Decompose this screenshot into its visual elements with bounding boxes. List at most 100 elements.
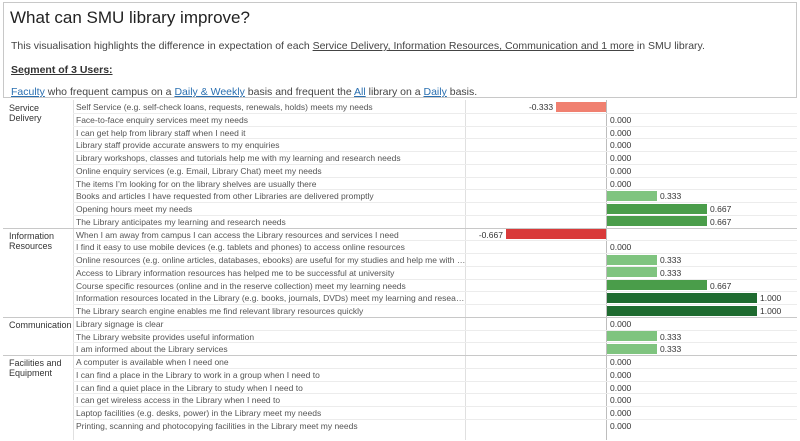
question-label: I find it easy to use mobile devices (e.… bbox=[76, 242, 405, 253]
value-label: 0.000 bbox=[610, 242, 632, 253]
question-label: The items I’m looking for on the library… bbox=[76, 178, 317, 189]
row-divider bbox=[73, 240, 797, 242]
score-bar[interactable] bbox=[607, 292, 757, 303]
row-divider bbox=[73, 278, 797, 280]
value-label: 0.000 bbox=[610, 357, 632, 367]
value-label: 0.333 bbox=[659, 344, 682, 355]
value-label: 0.000 bbox=[610, 318, 632, 329]
score-bar[interactable] bbox=[607, 216, 708, 227]
question-label: Access to Library information resources … bbox=[76, 267, 395, 278]
value-label: 0.000 bbox=[610, 408, 632, 418]
question-label: Library staff provide accurate answers t… bbox=[76, 140, 280, 151]
row-divider bbox=[73, 125, 797, 127]
description-prefix: This visualisation highlights the differ… bbox=[11, 40, 313, 52]
score-bar[interactable] bbox=[556, 101, 606, 112]
panel-divider bbox=[73, 100, 74, 440]
value-label: 0.333 bbox=[659, 255, 682, 265]
header-panel: What can SMU library improve? This visua… bbox=[3, 2, 797, 98]
question-label: Face-to-face enquiry services meet my ne… bbox=[76, 114, 248, 125]
value-label: 0.333 bbox=[659, 191, 682, 202]
group-divider bbox=[3, 227, 797, 229]
question-label: When I am away from campus I can access … bbox=[76, 229, 399, 240]
value-label: 0.000 bbox=[610, 178, 632, 189]
description: This visualisation highlights the differ… bbox=[11, 40, 705, 52]
row-divider bbox=[73, 304, 797, 305]
segment-label: Segment of 3 Users: bbox=[11, 64, 113, 76]
segment-description: Faculty who frequent campus on a Daily &… bbox=[11, 86, 477, 98]
question-label: I can get wireless access in the Library… bbox=[76, 395, 281, 406]
description-suffix: in SMU library. bbox=[633, 40, 705, 52]
score-bar[interactable] bbox=[607, 203, 708, 214]
question-label: Printing, scanning and photocopying faci… bbox=[76, 420, 358, 431]
value-label: 0.000 bbox=[610, 382, 632, 393]
score-bar[interactable] bbox=[505, 229, 606, 239]
score-bar[interactable] bbox=[607, 254, 657, 265]
row-divider bbox=[73, 393, 797, 395]
value-label: 0.000 bbox=[610, 165, 632, 176]
question-label: A computer is available when I need one bbox=[76, 357, 229, 367]
value-label: 0.667 bbox=[710, 204, 732, 214]
library-link[interactable]: All bbox=[354, 86, 366, 98]
value-label: 1.000 bbox=[760, 306, 782, 316]
segment-text-3: library on a bbox=[365, 86, 424, 98]
question-label: I can find a place in the Library to wor… bbox=[76, 369, 320, 380]
question-label: Course specific resources (online and in… bbox=[76, 280, 406, 291]
campus-frequency-link[interactable]: Daily & Weekly bbox=[174, 86, 245, 98]
faculty-link[interactable]: Faculty bbox=[11, 86, 45, 98]
row-divider bbox=[73, 176, 797, 178]
row-divider bbox=[73, 406, 797, 407]
value-label: -0.333 bbox=[528, 102, 554, 112]
page-title: What can SMU library improve? bbox=[10, 8, 250, 27]
score-bar[interactable] bbox=[607, 267, 657, 278]
value-label: 0.000 bbox=[610, 420, 632, 431]
value-label: 0.000 bbox=[610, 395, 632, 406]
row-divider bbox=[73, 329, 797, 331]
question-label: Online resources (e.g. online articles, … bbox=[76, 255, 466, 265]
score-bar[interactable] bbox=[607, 331, 657, 341]
segment-text-1: who frequent campus on a bbox=[44, 86, 175, 98]
value-label: 0.333 bbox=[659, 267, 682, 278]
question-label: The Library website provides useful info… bbox=[76, 331, 255, 342]
row-divider bbox=[73, 253, 797, 254]
row-divider bbox=[73, 418, 797, 420]
segment-text-4: basis. bbox=[446, 86, 478, 98]
value-label: 0.000 bbox=[610, 127, 632, 138]
row-divider bbox=[73, 214, 797, 216]
score-bar[interactable] bbox=[607, 190, 657, 201]
row-divider bbox=[73, 291, 797, 293]
value-label: 0.000 bbox=[610, 369, 632, 380]
category-label: Service Delivery bbox=[9, 103, 42, 123]
axis-divider bbox=[465, 100, 466, 440]
group-divider bbox=[3, 355, 797, 356]
dimension-link[interactable]: Service Delivery, Information Resources,… bbox=[312, 40, 634, 52]
score-bar[interactable] bbox=[607, 343, 657, 354]
question-label: Online enquiry services (e.g. Email, Lib… bbox=[76, 165, 322, 176]
row-divider bbox=[73, 138, 797, 140]
question-label: Opening hours meet my needs bbox=[76, 204, 193, 214]
row-divider bbox=[73, 189, 797, 191]
segment-text-2: basis and frequent the bbox=[244, 86, 355, 98]
question-label: Laptop facilities (e.g. desks, power) in… bbox=[76, 408, 322, 418]
row-divider bbox=[73, 342, 797, 344]
value-label: 0.333 bbox=[659, 331, 682, 342]
question-label: I can get help from library staff when I… bbox=[76, 127, 246, 138]
value-label: 0.667 bbox=[710, 216, 732, 227]
row-divider bbox=[73, 265, 797, 267]
zero-line bbox=[606, 100, 607, 440]
value-label: 0.000 bbox=[610, 114, 632, 125]
question-label: Library workshops, classes and tutorials… bbox=[76, 153, 401, 163]
question-label: Information resources located in the Lib… bbox=[76, 293, 466, 304]
library-frequency-link[interactable]: Daily bbox=[423, 86, 447, 98]
question-label: Library signage is clear bbox=[76, 318, 164, 329]
score-bar[interactable] bbox=[607, 280, 708, 290]
bar-chart: Service Delivery Self Service (e.g. self-… bbox=[3, 100, 797, 440]
value-label: 0.000 bbox=[610, 153, 632, 163]
row-divider bbox=[73, 163, 797, 165]
category-label: Information Resources bbox=[9, 230, 55, 251]
row-divider bbox=[73, 380, 797, 382]
score-bar[interactable] bbox=[607, 305, 757, 316]
value-label: 0.000 bbox=[610, 140, 632, 151]
question-label: I can find a quiet place in the Library … bbox=[76, 382, 303, 393]
question-label: The Library anticipates my learning and … bbox=[76, 216, 286, 227]
value-label: 1.000 bbox=[760, 293, 782, 304]
